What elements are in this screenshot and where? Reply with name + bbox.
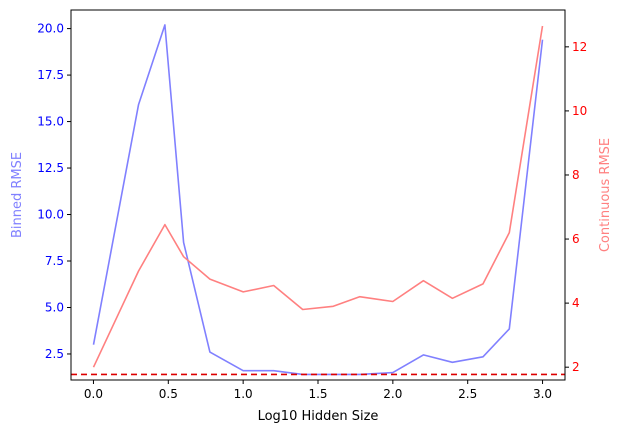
right-tick-label: 10 — [572, 104, 587, 118]
left-tick-label: 20.0 — [37, 22, 64, 36]
x-tick-label: 2.0 — [383, 387, 402, 401]
x-tick-label: 2.5 — [458, 387, 477, 401]
left-axis-ticks: 2.5 5.0 7.5 10.0 12.5 15.0 17.5 20.0 — [37, 22, 71, 361]
left-tick-label: 12.5 — [37, 161, 64, 175]
left-tick-label: 17.5 — [37, 68, 64, 82]
left-tick-label: 15.0 — [37, 115, 64, 129]
x-tick-label: 0.0 — [84, 387, 103, 401]
plot-area-background — [71, 10, 565, 380]
right-tick-label: 6 — [572, 232, 580, 246]
right-tick-label: 2 — [572, 360, 580, 374]
right-tick-label: 8 — [572, 168, 580, 182]
left-tick-label: 5.0 — [45, 300, 64, 314]
right-tick-label: 4 — [572, 296, 580, 310]
x-tick-label: 1.5 — [308, 387, 327, 401]
continuous-rmse-line — [92, 25, 544, 368]
left-axis-label: Binned RMSE — [10, 152, 25, 238]
x-axis-label: Log10 Hidden Size — [258, 409, 379, 424]
x-tick-label: 3.0 — [533, 387, 552, 401]
x-tick-label: 0.5 — [159, 387, 178, 401]
x-axis-ticks: 0.0 0.5 1.0 1.5 2.0 2.5 3.0 — [84, 380, 552, 401]
x-tick-label: 1.0 — [234, 387, 253, 401]
left-tick-label: 2.5 — [45, 347, 64, 361]
right-axis-label: Continuous RMSE — [598, 138, 613, 252]
left-tick-label: 7.5 — [45, 254, 64, 268]
right-axis-ticks: 2 4 6 8 10 12 — [565, 40, 587, 374]
right-tick-label: 12 — [572, 40, 587, 54]
left-tick-label: 10.0 — [37, 208, 64, 222]
series-layer — [92, 24, 544, 376]
binned-rmse-line — [92, 24, 544, 376]
